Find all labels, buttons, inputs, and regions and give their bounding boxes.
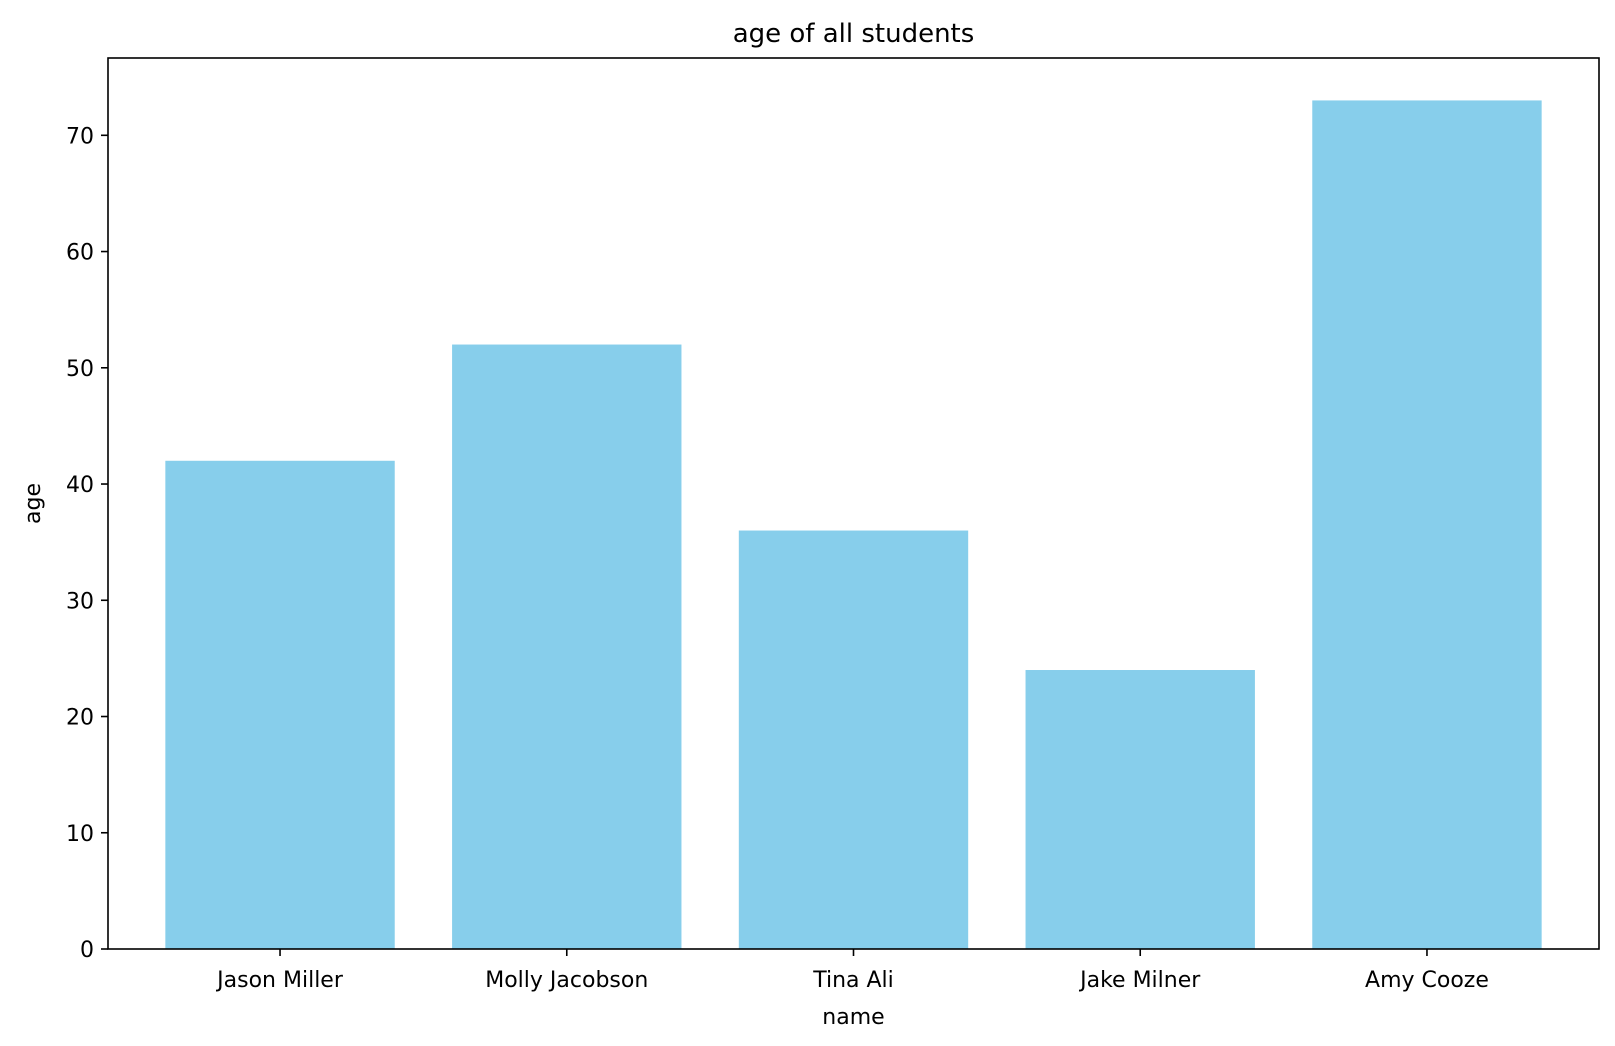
y-tick-label: 30	[66, 589, 94, 614]
y-tick-label: 0	[80, 938, 94, 963]
y-axis-label: age	[21, 483, 46, 524]
y-tick-label: 50	[66, 357, 94, 382]
bar-molly-jacobson	[452, 344, 682, 949]
x-tick-label: Amy Cooze	[1365, 968, 1489, 993]
x-tick-label: Jason Miller	[215, 968, 344, 993]
y-tick-label: 70	[66, 124, 94, 149]
bar-amy-cooze	[1312, 100, 1542, 949]
x-axis-ticks: Jason Miller Molly Jacobson Tina Ali Jake M…	[215, 949, 1489, 993]
bar-jason-miller	[165, 460, 395, 949]
plot-frame	[107, 57, 1600, 950]
y-tick-label: 60	[66, 241, 94, 266]
y-axis-ticks: 0 10 20 30 40 50 60 70	[66, 124, 108, 963]
x-tick-label: Molly Jacobson	[485, 968, 648, 993]
x-tick-label: Tina Ali	[812, 968, 894, 993]
y-tick-label: 10	[66, 822, 94, 847]
bar-jake-milner	[1025, 670, 1255, 949]
x-axis-label: name	[822, 1005, 884, 1030]
y-tick-label: 20	[66, 706, 94, 731]
y-tick-label: 40	[66, 473, 94, 498]
chart-title: age of all students	[733, 19, 975, 49]
bar-tina-ali	[738, 530, 969, 949]
x-tick-label: Jake Milner	[1078, 968, 1201, 993]
bars	[165, 100, 1542, 949]
